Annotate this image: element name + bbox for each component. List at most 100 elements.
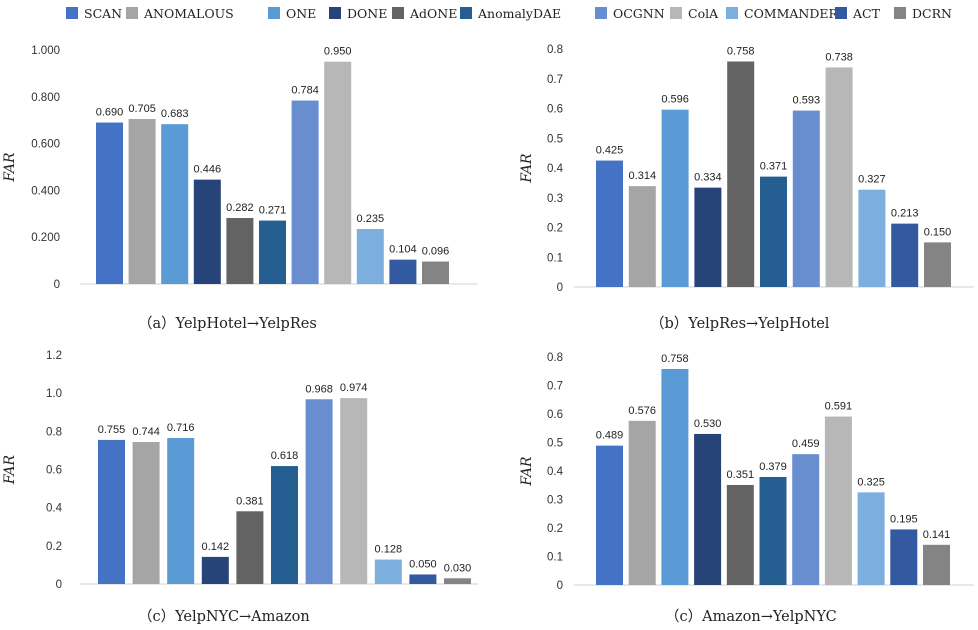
chart-panel-c: 0 0.2 0.4 0.6 0.8 1.0 1.2 FAR 0.755 0.744 0.716 0.1… <box>0 340 489 602</box>
bar-act <box>891 223 919 287</box>
bar-done <box>193 179 221 284</box>
bar-commander <box>858 189 886 287</box>
legend-label-10: DCRN <box>912 5 952 21</box>
legend-label-5: AnomalyDAE <box>478 5 562 21</box>
y-tick-label: 0.8 <box>46 426 62 438</box>
bar-anomalydae <box>259 220 286 284</box>
bar-value-label: 0.128 <box>375 544 403 556</box>
legend-label-1: ANOMALOUS <box>144 5 234 21</box>
y-axis-label: FAR <box>2 454 18 485</box>
legend-item-9: ACT <box>835 4 880 22</box>
bar-value-label: 0.030 <box>444 562 472 574</box>
legend-label-0: SCAN <box>84 5 123 21</box>
y-tick-label: 0.2 <box>46 541 62 553</box>
y-tick-label: 0 <box>557 580 563 592</box>
chart-svg-2: 0 0.2 0.4 0.6 0.8 1.0 1.2 FAR 0.755 0.744 0.716 0.1… <box>2 350 478 591</box>
legend-label-9: ACT <box>853 5 880 21</box>
bar-adone <box>726 484 754 585</box>
y-tick-label: 0.200 <box>31 232 60 244</box>
bar-value-label: 0.351 <box>727 469 755 481</box>
legend-swatch-3 <box>329 7 341 19</box>
legend-item-7: ColA <box>670 4 718 22</box>
bar-value-label: 0.104 <box>389 244 417 256</box>
legend-item-4: AdONE <box>392 4 457 22</box>
bar-anomalydae <box>759 476 787 585</box>
bar-value-label: 0.489 <box>596 430 624 442</box>
bar-done <box>694 433 722 585</box>
legend-swatch-4 <box>392 7 404 19</box>
bar-anomalydae <box>271 466 298 584</box>
bar-value-label: 0.716 <box>167 422 195 434</box>
legend-label-3: DONE <box>347 5 388 21</box>
y-axis-label: FAR <box>519 153 535 184</box>
legend-swatch-8 <box>726 7 738 19</box>
y-axis-label: FAR <box>519 456 535 487</box>
bar-value-label: 0.425 <box>596 145 624 157</box>
y-tick-label: 0.6 <box>547 104 563 116</box>
y-tick-label: 1.0 <box>46 388 62 400</box>
bar-one <box>661 368 689 585</box>
bar-value-label: 0.784 <box>291 85 319 97</box>
bar-anomalous <box>628 420 656 585</box>
bar-anomalous <box>628 186 656 287</box>
bar-scan <box>596 445 623 585</box>
y-tick-label: 0.800 <box>31 92 60 104</box>
y-tick-label: 0.2 <box>547 523 563 535</box>
bar-dcrn <box>923 544 950 585</box>
bar-value-label: 0.327 <box>858 174 886 186</box>
bar-value-label: 0.334 <box>694 172 722 184</box>
legend-item-6: OCGNN <box>595 4 665 22</box>
y-axis-label: FAR <box>2 152 18 183</box>
bar-value-label: 0.758 <box>661 353 689 365</box>
bar-value-label: 0.379 <box>759 461 787 473</box>
bar-value-label: 0.150 <box>924 226 952 238</box>
bar-one <box>167 438 195 584</box>
y-tick-label: 0.1 <box>547 552 563 564</box>
y-tick-label: 0.7 <box>547 74 563 86</box>
y-tick-label: 0.6 <box>547 409 563 421</box>
y-tick-label: 0.5 <box>547 438 563 450</box>
bar-value-label: 0.705 <box>128 103 156 115</box>
legend-item-1: ANOMALOUS <box>126 4 234 22</box>
y-tick-label: 0.6 <box>46 465 62 477</box>
bar-ocgnn <box>792 110 820 288</box>
bar-value-label: 0.530 <box>694 418 722 430</box>
legend-item-8: COMMANDER <box>726 4 838 22</box>
legend-label-8: COMMANDER <box>744 5 838 21</box>
y-tick-label: 0.4 <box>547 163 564 175</box>
legend-item-2: ONE <box>268 4 316 22</box>
bar-value-label: 0.050 <box>409 558 437 570</box>
bar-cola <box>824 416 852 585</box>
y-tick-label: 0 <box>56 579 62 591</box>
legend-swatch-5 <box>460 7 472 19</box>
caption-d: （c）Amazon→YelpNYC <box>665 609 837 625</box>
bar-dcrn <box>422 261 449 284</box>
caption-c: （c）YelpNYC→Amazon <box>138 609 310 625</box>
bar-cola <box>324 61 352 285</box>
chart-svg-1: 0 0.1 0.2 0.3 0.4 0.5 0.6 0.7 0.8 FAR 0.425 0.314 0.… <box>519 44 974 294</box>
bar-ocgnn <box>305 399 333 584</box>
legend-item-3: DONE <box>329 4 387 22</box>
chart-svg-3: 0 0.1 0.2 0.3 0.4 0.5 0.6 0.7 0.8 FAR 0.489 0.576 0.… <box>519 352 974 592</box>
y-tick-label: 0.4 <box>46 503 63 515</box>
bar-value-label: 0.974 <box>340 382 368 394</box>
bar-value-label: 0.690 <box>96 107 124 119</box>
bar-value-label: 0.096 <box>422 246 450 258</box>
caption-a: （a）YelpHotel→YelpRes <box>138 316 317 332</box>
y-tick-label: 0.5 <box>547 133 563 145</box>
bar-value-label: 0.271 <box>259 205 287 217</box>
chart-svg-0: 0 0.200 0.400 0.600 0.800 1.000 FAR 0.690 0.705 0… <box>2 45 478 291</box>
legend-item-0: SCAN <box>66 4 122 22</box>
y-tick-label: 0.8 <box>547 352 563 364</box>
legend-label-2: ONE <box>286 5 317 21</box>
legend-swatch-7 <box>670 7 682 19</box>
legend-swatch-9 <box>835 7 847 19</box>
legend-label-7: ColA <box>688 5 719 21</box>
bar-dcrn <box>444 578 471 584</box>
bar-ocgnn <box>792 454 820 585</box>
bar-ocgnn <box>291 100 319 284</box>
bar-value-label: 0.446 <box>194 164 222 176</box>
y-tick-label: 0 <box>557 282 563 294</box>
bar-value-label: 0.738 <box>825 51 853 63</box>
bar-value-label: 0.142 <box>202 541 230 553</box>
